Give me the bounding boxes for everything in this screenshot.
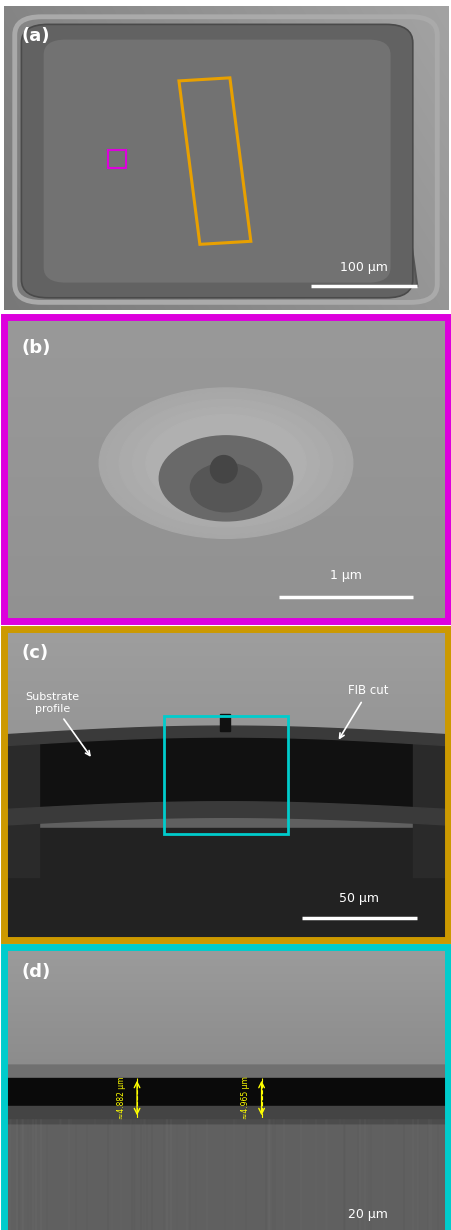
Ellipse shape: [126, 403, 325, 523]
Text: (b): (b): [21, 338, 51, 357]
Text: (a): (a): [21, 27, 50, 46]
Ellipse shape: [139, 411, 312, 515]
Text: 1 μm: 1 μm: [329, 568, 361, 582]
FancyBboxPatch shape: [44, 39, 390, 283]
Ellipse shape: [119, 400, 332, 526]
Bar: [163, 716, 288, 834]
Text: (c): (c): [21, 645, 48, 662]
Bar: [179, 77, 250, 245]
Text: Substrate
profile: Substrate profile: [25, 692, 90, 755]
Text: 50 μm: 50 μm: [339, 893, 378, 905]
Text: 100 μm: 100 μm: [339, 261, 387, 273]
Ellipse shape: [159, 435, 292, 520]
Text: 20 μm: 20 μm: [348, 1208, 387, 1221]
Polygon shape: [35, 31, 416, 285]
Text: FIB cut: FIB cut: [339, 684, 388, 738]
Ellipse shape: [106, 392, 345, 535]
Ellipse shape: [99, 387, 352, 539]
Bar: [220, 715, 230, 731]
Ellipse shape: [132, 407, 319, 519]
Ellipse shape: [190, 464, 261, 512]
Ellipse shape: [146, 415, 305, 512]
Ellipse shape: [112, 396, 339, 531]
Bar: [108, 150, 126, 167]
Text: ≈4.882 μm: ≈4.882 μm: [117, 1076, 126, 1119]
Ellipse shape: [210, 455, 237, 483]
Text: (d): (d): [21, 963, 51, 980]
Text: ≈4.965 μm: ≈4.965 μm: [241, 1076, 250, 1119]
FancyBboxPatch shape: [21, 25, 412, 298]
